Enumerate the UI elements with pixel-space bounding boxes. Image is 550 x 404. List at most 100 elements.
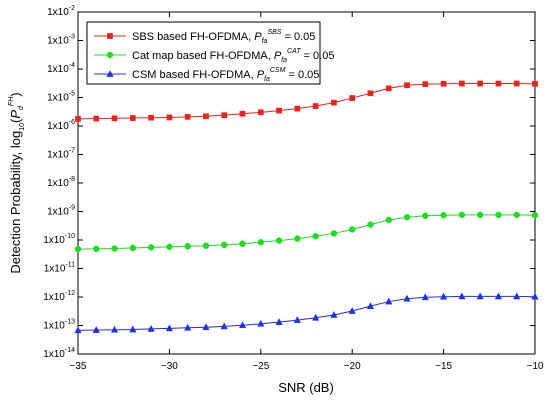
y-tick-label: 1x10-3 bbox=[47, 34, 75, 47]
data-point bbox=[111, 245, 118, 252]
data-point bbox=[458, 292, 466, 300]
legend-marker bbox=[106, 69, 114, 77]
data-point bbox=[147, 324, 155, 332]
data-point bbox=[75, 116, 81, 122]
data-point bbox=[421, 293, 429, 301]
legend-label: Cat map based FH-OFDMA, PfaCAT = 0.05 bbox=[132, 48, 334, 64]
series-square bbox=[75, 80, 538, 122]
x-tick-label: −15 bbox=[435, 361, 452, 372]
data-point bbox=[203, 113, 209, 120]
data-point bbox=[349, 95, 356, 101]
x-axis: −35 −30 −25 −20 −15 −10 bbox=[70, 12, 544, 372]
data-point bbox=[458, 211, 466, 219]
data-point bbox=[257, 239, 265, 246]
data-point bbox=[202, 242, 210, 249]
data-point bbox=[330, 310, 338, 318]
data-point bbox=[494, 292, 503, 300]
y-axis-title: Detection Probability, log10(PdFH) bbox=[8, 92, 26, 273]
data-point bbox=[403, 294, 411, 302]
data-point bbox=[348, 226, 356, 233]
legend-entry: Cat map based FH-OFDMA, PfaCAT = 0.05 bbox=[94, 48, 334, 64]
data-point bbox=[275, 318, 283, 325]
y-tick-label: 1x10-9 bbox=[47, 205, 75, 218]
data-point bbox=[220, 322, 228, 330]
data-point bbox=[312, 233, 319, 240]
data-point bbox=[221, 112, 228, 119]
y-tick-label: 1x10-2 bbox=[47, 5, 75, 18]
data-point bbox=[257, 109, 264, 116]
data-point bbox=[439, 292, 448, 300]
data-point bbox=[440, 80, 447, 87]
x-tick-label: −20 bbox=[344, 361, 361, 372]
data-point bbox=[93, 245, 100, 253]
data-point bbox=[312, 313, 320, 321]
data-point bbox=[148, 114, 154, 121]
data-point bbox=[111, 115, 118, 122]
data-point bbox=[331, 99, 337, 106]
series-triangle bbox=[74, 292, 539, 334]
data-point bbox=[476, 292, 484, 300]
legend-marker bbox=[106, 51, 114, 59]
data-point bbox=[495, 80, 502, 87]
legend-label: CSM based FH-OFDMA, PfaCSM = 0.05 bbox=[132, 67, 319, 83]
data-point bbox=[184, 243, 191, 250]
series-line bbox=[77, 83, 536, 120]
data-point bbox=[531, 292, 539, 300]
y-tick-label: 1x10-6 bbox=[47, 119, 75, 132]
data-point bbox=[184, 114, 191, 120]
data-point bbox=[422, 81, 429, 87]
data-point bbox=[532, 80, 538, 87]
data-point bbox=[385, 85, 392, 92]
data-point bbox=[129, 244, 137, 252]
data-point bbox=[166, 243, 173, 251]
data-point bbox=[293, 316, 301, 323]
data-point bbox=[147, 244, 155, 251]
data-point bbox=[367, 221, 374, 228]
y-tick-label: 1x10-7 bbox=[47, 148, 75, 161]
y-tick-label: 1x10-13 bbox=[43, 319, 75, 332]
y-tick-label: 1x10-10 bbox=[43, 233, 75, 246]
legend: SBS based FH-OFDMA, PfaSBS = 0.05 Cat map… bbox=[86, 21, 334, 85]
data-point bbox=[74, 245, 82, 253]
y-tick-label: 1x10-8 bbox=[47, 176, 75, 189]
x-tick-label: −25 bbox=[252, 361, 269, 372]
data-point bbox=[257, 319, 265, 327]
data-point bbox=[129, 115, 136, 121]
y-tick-label: 1x10-11 bbox=[44, 262, 75, 275]
data-point bbox=[92, 326, 100, 333]
y-tick-label: 1x10-4 bbox=[47, 62, 75, 75]
data-point bbox=[495, 211, 502, 219]
data-point bbox=[238, 321, 247, 329]
data-point bbox=[440, 211, 447, 219]
x-tick-label: −35 bbox=[70, 361, 87, 372]
data-point bbox=[404, 82, 410, 89]
y-tick-label: 1x10-5 bbox=[47, 91, 75, 104]
data-point bbox=[165, 324, 174, 332]
x-tick-label: −10 bbox=[527, 361, 544, 372]
data-point bbox=[312, 103, 319, 109]
data-point bbox=[129, 325, 137, 333]
data-point bbox=[294, 105, 301, 112]
x-tick-label: −30 bbox=[161, 361, 178, 372]
legend-marker bbox=[107, 33, 113, 39]
series-circle bbox=[74, 211, 539, 253]
legend-label: SBS based FH-OFDMA, PfaSBS = 0.05 bbox=[132, 29, 315, 45]
data-point bbox=[74, 326, 82, 334]
series-layer bbox=[74, 80, 539, 334]
y-tick-label: 1x10-12 bbox=[43, 290, 75, 303]
data-point bbox=[202, 323, 210, 331]
data-point bbox=[348, 306, 356, 314]
data-point bbox=[166, 114, 173, 121]
data-point bbox=[513, 292, 521, 300]
y-axis: 1x10-14 1x10-13 1x10-12 1x10-11 1x10-10 1x10-… bbox=[43, 5, 535, 360]
data-point bbox=[294, 235, 301, 242]
data-point bbox=[93, 115, 100, 122]
data-point bbox=[276, 107, 282, 114]
data-point bbox=[513, 211, 520, 219]
data-point bbox=[366, 302, 375, 309]
data-point bbox=[477, 80, 484, 87]
data-point bbox=[476, 211, 484, 219]
data-point bbox=[239, 110, 246, 117]
data-point bbox=[385, 297, 393, 305]
